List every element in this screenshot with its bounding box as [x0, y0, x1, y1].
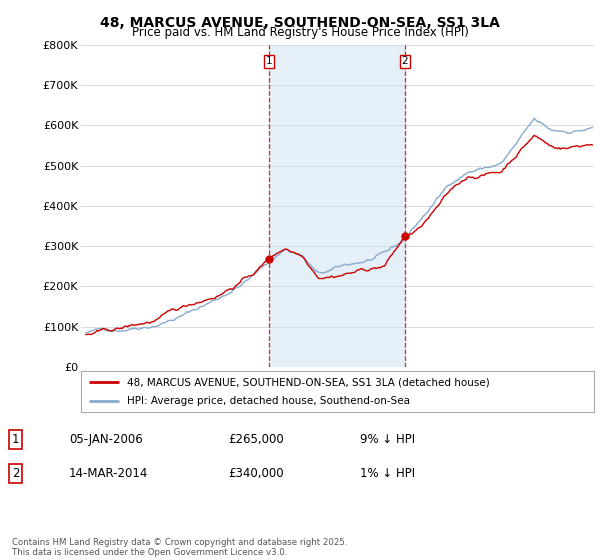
Text: 1% ↓ HPI: 1% ↓ HPI — [360, 466, 415, 480]
Text: 48, MARCUS AVENUE, SOUTHEND-ON-SEA, SS1 3LA: 48, MARCUS AVENUE, SOUTHEND-ON-SEA, SS1 … — [100, 16, 500, 30]
Text: £340,000: £340,000 — [228, 466, 284, 480]
Text: 2: 2 — [12, 466, 19, 480]
Text: 05-JAN-2006: 05-JAN-2006 — [69, 433, 143, 446]
Text: 2: 2 — [401, 56, 408, 66]
Text: 48, MARCUS AVENUE, SOUTHEND-ON-SEA, SS1 3LA (detached house): 48, MARCUS AVENUE, SOUTHEND-ON-SEA, SS1 … — [127, 377, 490, 387]
Text: 1: 1 — [266, 56, 272, 66]
Text: 9% ↓ HPI: 9% ↓ HPI — [360, 433, 415, 446]
Text: £265,000: £265,000 — [228, 433, 284, 446]
Text: 1: 1 — [12, 433, 19, 446]
Text: Price paid vs. HM Land Registry's House Price Index (HPI): Price paid vs. HM Land Registry's House … — [131, 26, 469, 39]
Bar — [269, 45, 405, 367]
Text: Contains HM Land Registry data © Crown copyright and database right 2025.
This d: Contains HM Land Registry data © Crown c… — [12, 538, 347, 557]
Text: HPI: Average price, detached house, Southend-on-Sea: HPI: Average price, detached house, Sout… — [127, 396, 410, 405]
Text: 14-MAR-2014: 14-MAR-2014 — [69, 466, 148, 480]
